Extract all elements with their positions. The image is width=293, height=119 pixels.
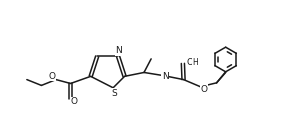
Text: N: N — [115, 46, 122, 55]
Text: O: O — [187, 58, 193, 67]
Text: S: S — [112, 89, 117, 98]
Text: H: H — [192, 58, 198, 67]
Text: O: O — [49, 72, 56, 81]
Text: O: O — [201, 85, 208, 94]
Text: N: N — [162, 72, 169, 81]
Text: O: O — [71, 97, 78, 106]
